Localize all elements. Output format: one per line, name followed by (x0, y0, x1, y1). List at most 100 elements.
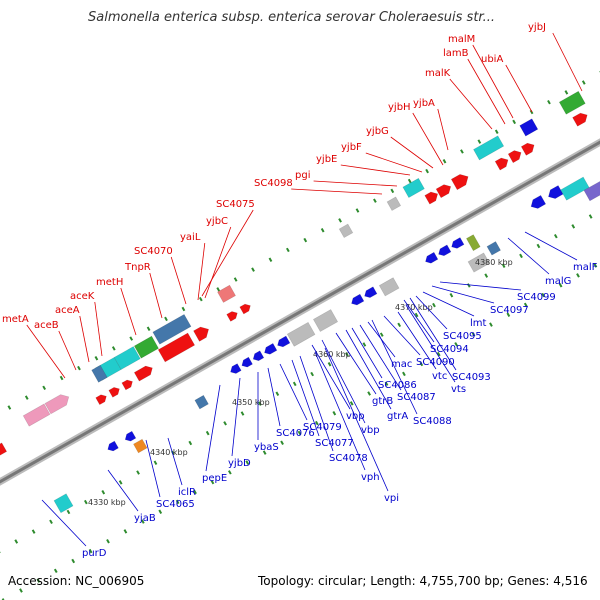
label-leader-line (345, 329, 392, 410)
tick-mark (402, 371, 406, 377)
gene-label-SC4099: SC4099 (517, 292, 556, 303)
gene-label-TnpR: TnpR (124, 262, 151, 273)
gene-feature[interactable] (44, 392, 72, 415)
gene-feature[interactable] (91, 364, 108, 383)
label-leader-line (267, 367, 281, 427)
tick-mark (593, 263, 598, 268)
label-leader-line (437, 108, 449, 151)
gene-feature[interactable] (350, 293, 365, 307)
gene-label-yjbD: yjbD (228, 458, 251, 469)
gene-feature[interactable] (226, 309, 240, 322)
label-leader-line (405, 304, 456, 383)
gene-feature[interactable] (240, 356, 253, 369)
gene-feature[interactable] (133, 438, 148, 454)
gene-feature[interactable] (251, 350, 265, 363)
tick-mark (205, 430, 210, 436)
gene-feature[interactable] (473, 135, 505, 161)
tick-mark (414, 312, 419, 318)
gene-feature[interactable] (435, 182, 453, 199)
label-leader-line (299, 355, 334, 452)
gene-feature[interactable] (193, 324, 211, 342)
gene-label-yaiL: yaiL (180, 232, 201, 243)
label-leader-line (197, 242, 206, 301)
label-leader-line (231, 377, 241, 457)
label-leader-line (204, 226, 232, 299)
gene-feature[interactable] (217, 284, 236, 303)
gene-feature[interactable] (286, 321, 316, 347)
gene-label-vph: vph (361, 472, 380, 483)
gene-feature[interactable] (465, 234, 481, 252)
gene-label-lamB: lamB (443, 48, 469, 59)
gene-feature[interactable] (437, 244, 452, 258)
gene-feature[interactable] (529, 194, 547, 211)
gene-feature[interactable] (121, 378, 135, 391)
gene-feature[interactable] (520, 141, 536, 156)
tick-mark (164, 316, 168, 322)
tick-mark (338, 218, 342, 223)
tick-mark (489, 322, 493, 327)
gene-feature[interactable] (467, 252, 491, 273)
tick-mark (425, 168, 429, 174)
gene-feature[interactable] (0, 442, 8, 458)
gene-feature[interactable] (546, 185, 564, 201)
gene-feature[interactable] (386, 196, 402, 211)
gene-feature[interactable] (133, 364, 155, 382)
gene-feature[interactable] (424, 251, 439, 265)
label-leader-line (314, 351, 366, 471)
gene-feature[interactable] (560, 176, 590, 201)
gene-label-ybaS: ybaS (254, 442, 279, 453)
tick-mark (407, 178, 412, 184)
tick-mark (477, 139, 482, 144)
gene-feature[interactable] (338, 223, 354, 239)
gene-feature[interactable] (486, 241, 501, 256)
gene-feature[interactable] (229, 363, 242, 376)
tick-mark (541, 292, 546, 298)
gene-feature[interactable] (157, 332, 196, 363)
tick-mark (471, 332, 476, 337)
gene-feature[interactable] (22, 403, 51, 427)
gene-feature[interactable] (133, 335, 159, 359)
gene-feature[interactable] (152, 313, 192, 345)
gene-feature[interactable] (53, 493, 74, 514)
gene-feature[interactable] (572, 111, 590, 127)
label-leader-line (351, 327, 383, 379)
gene-feature[interactable] (108, 385, 122, 398)
gene-feature[interactable] (424, 190, 440, 205)
label-leader-line (507, 237, 550, 275)
gene-label-purD: purD (82, 548, 107, 559)
tick-mark (362, 342, 367, 347)
gene-label-iclR: iclR (178, 487, 196, 498)
gene-feature[interactable] (312, 309, 339, 332)
gene-feature[interactable] (519, 118, 539, 137)
label-leader-line (41, 499, 87, 547)
tick-mark (484, 273, 489, 278)
tick-mark (101, 490, 106, 495)
gene-feature[interactable] (494, 155, 510, 171)
gene-feature[interactable] (507, 148, 523, 164)
gene-feature[interactable] (239, 302, 253, 315)
gene-feature[interactable] (263, 342, 278, 356)
gene-feature[interactable] (378, 277, 400, 297)
gene-feature[interactable] (558, 90, 586, 115)
gene-feature[interactable] (450, 237, 465, 251)
label-leader-line (524, 231, 578, 261)
gene-feature[interactable] (363, 286, 378, 300)
gene-feature[interactable] (583, 177, 600, 202)
gene-label-yjbH: yjbH (388, 102, 411, 113)
label-leader-line (321, 339, 366, 424)
accession-text: Accession: NC_006905 (8, 574, 145, 588)
gene-feature[interactable] (450, 171, 471, 191)
gene-feature[interactable] (194, 394, 209, 410)
gene-feature[interactable] (276, 335, 291, 349)
label-leader-line (79, 315, 90, 363)
gene-feature[interactable] (95, 393, 109, 406)
gene-feature[interactable] (123, 430, 137, 443)
gene-label-yjbG: yjbG (366, 126, 389, 137)
gene-label-SC4093: SC4093 (452, 372, 491, 383)
gene-feature[interactable] (113, 346, 141, 370)
gene-feature[interactable] (402, 177, 425, 199)
gene-feature[interactable] (106, 440, 119, 453)
tick-mark (251, 267, 255, 272)
label-leader-line (170, 256, 187, 305)
